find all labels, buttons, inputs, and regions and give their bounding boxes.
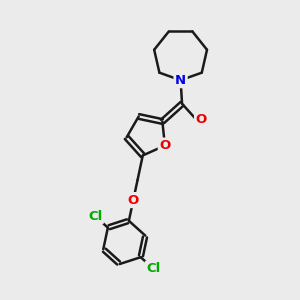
Text: Cl: Cl — [88, 210, 102, 223]
Text: O: O — [159, 139, 170, 152]
Text: N: N — [175, 74, 186, 87]
Text: O: O — [128, 194, 139, 207]
Text: O: O — [196, 112, 207, 126]
Text: Cl: Cl — [146, 262, 161, 275]
